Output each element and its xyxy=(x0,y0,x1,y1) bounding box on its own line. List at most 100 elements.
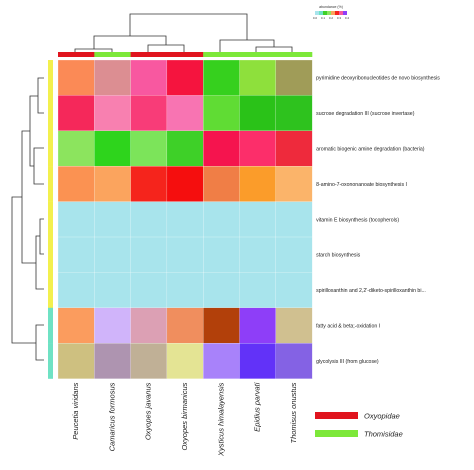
heatmap-cell xyxy=(57,59,95,96)
colorbar-tick: 0.0 xyxy=(313,16,318,20)
row-label: pyrimidine deoxyribonucleotides de novo … xyxy=(316,76,440,82)
colorbar-swatch xyxy=(315,11,319,15)
colorbar-swatch xyxy=(339,11,343,15)
column-label: Epidius parvati xyxy=(253,382,262,432)
heatmap-cell xyxy=(239,130,277,167)
row-label: spirilloxanthin and 2,2'-diketo-spirillo… xyxy=(316,288,426,294)
legend-label: Oxyopidae xyxy=(364,412,400,421)
heatmap-cell xyxy=(57,343,95,379)
heatmap-cell xyxy=(203,236,240,273)
heatmap-cell xyxy=(203,166,240,202)
col-dendro-branch xyxy=(93,35,167,49)
heatmap-cell xyxy=(94,236,131,273)
heatmap-cell xyxy=(275,307,313,344)
column-group-bar xyxy=(203,52,240,57)
heatmap-cell xyxy=(94,166,131,202)
colorbar-tick: 0.4 xyxy=(345,16,350,20)
heatmap-cell xyxy=(239,343,277,379)
row-dendro-branch xyxy=(37,77,44,114)
row-group-bar xyxy=(48,272,53,308)
colorbar-title: abundance (%) xyxy=(319,5,343,9)
heatmap-cell xyxy=(130,201,168,238)
row-dendro-branch xyxy=(35,324,44,361)
heatmap-cell xyxy=(275,201,313,238)
row-label: vitamin E biosynthesis (tocopherols) xyxy=(316,217,399,223)
row-label: starch biosynthesis xyxy=(316,253,361,259)
heatmap-cell xyxy=(239,272,277,309)
heatmap-cell xyxy=(130,307,168,344)
heatmap-cell xyxy=(57,236,95,273)
heatmap-cell xyxy=(130,236,168,273)
heatmap-cell xyxy=(203,130,240,167)
heatmap-cell xyxy=(130,343,168,379)
heatmap-cell xyxy=(203,307,240,344)
colorbar-swatch xyxy=(343,11,347,15)
legend-label: Thomisidae xyxy=(364,430,403,439)
heatmap-cell xyxy=(275,130,313,167)
heatmap-cell xyxy=(57,95,95,132)
column-label: Thomisus onustus xyxy=(289,382,298,443)
colorbar: abundance (%) 0.0 0.1 0.2 0.3 0.4 xyxy=(313,5,350,20)
colorbar-swatch xyxy=(331,11,335,15)
heatmap-cell xyxy=(239,307,277,344)
heatmap-cell xyxy=(166,166,204,202)
heatmap-cell xyxy=(94,95,131,132)
legend-swatch xyxy=(315,430,358,437)
heatmap-cell xyxy=(130,166,168,202)
heatmap-cell xyxy=(239,95,277,132)
heatmap-cell xyxy=(166,130,204,167)
row-label: glycolysis III (from glucose) xyxy=(316,359,379,365)
heatmap-cell xyxy=(166,272,204,309)
column-group-bar xyxy=(166,52,204,57)
row-group-bar xyxy=(48,95,53,131)
colorbar-tick: 0.2 xyxy=(329,16,334,20)
heatmap-cell xyxy=(239,166,277,202)
colorbar-tick: 0.1 xyxy=(321,16,326,20)
row-label: fatty acid & beta;-oxidation I xyxy=(316,324,380,330)
row-label: aromatic biogenic amine degradation (bac… xyxy=(316,147,425,153)
row-group-bar xyxy=(48,166,53,202)
column-group-bar xyxy=(94,52,131,57)
column-dendrogram xyxy=(74,13,293,55)
row-dendro-branch xyxy=(39,218,44,255)
colorbar-swatch xyxy=(323,11,327,15)
colorbar-swatch xyxy=(327,11,331,15)
row-group-bar xyxy=(48,237,53,273)
heatmap-cell xyxy=(57,166,95,202)
heatmap-cell xyxy=(203,272,240,309)
heatmap-cell xyxy=(57,307,95,344)
column-group-bar xyxy=(130,52,168,57)
heatmap-cell xyxy=(166,59,204,96)
heatmap-cell xyxy=(57,201,95,238)
heatmap-cell xyxy=(57,130,95,167)
heatmap-cell xyxy=(166,236,204,273)
colorbar-swatch xyxy=(335,11,339,15)
heatmap-cell xyxy=(239,236,277,273)
heatmap-cell xyxy=(203,95,240,132)
group-legend: Oxyopidae Thomisidae xyxy=(315,412,403,439)
heatmap-cell xyxy=(166,343,204,379)
column-label: Camaricus formosus xyxy=(107,382,116,451)
heatmap-cell xyxy=(203,201,240,238)
row-label: 8-amino-7-oxononanoate biosynthesis I xyxy=(316,182,407,188)
heatmap-cell xyxy=(275,236,313,273)
heatmap-cell xyxy=(166,201,204,238)
heatmap-cell xyxy=(275,272,313,309)
row-dendro-branch xyxy=(35,235,44,290)
heatmap-cell xyxy=(130,130,168,167)
column-label: Oxyopes birmanicus xyxy=(180,382,189,450)
row-dendro-branch xyxy=(33,147,44,185)
column-group-bar xyxy=(58,52,95,57)
colorbar-tick: 0.3 xyxy=(337,16,342,20)
heatmap-cell xyxy=(275,95,313,132)
legend-swatch xyxy=(315,412,358,419)
row-dendrogram xyxy=(11,77,44,361)
heatmap-cell xyxy=(57,272,95,309)
heatmap-cell xyxy=(130,59,168,96)
column-group-bar xyxy=(275,52,313,57)
row-group-bar xyxy=(48,201,53,238)
row-dendro-branch xyxy=(11,196,36,344)
heatmap-cell xyxy=(203,59,240,96)
heatmap-cell xyxy=(130,272,168,309)
